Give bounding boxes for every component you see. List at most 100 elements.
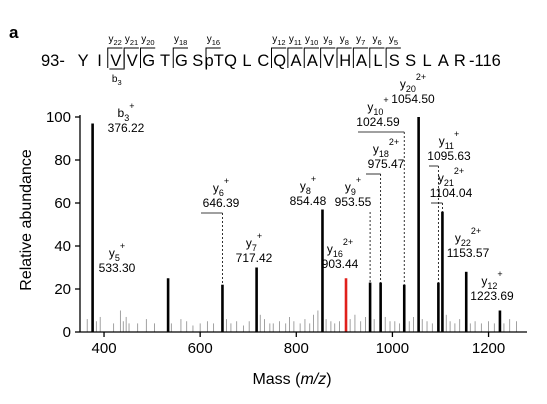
ion-label-y11: y11+ xyxy=(439,129,460,151)
y-axis-label: Relative abundance xyxy=(18,149,35,291)
ion-label-y6: y6+ xyxy=(213,176,229,198)
y-ion-bracket xyxy=(320,47,336,68)
y-ion-label: y21 xyxy=(125,34,138,47)
x-axis-label: Mass (m/z) xyxy=(252,371,331,388)
y-ion-bracket xyxy=(107,47,123,68)
y-ion-label: y7 xyxy=(356,34,365,47)
residue: Q xyxy=(273,52,286,70)
residue: A xyxy=(291,52,302,70)
y-ion-bracket xyxy=(205,47,221,68)
y-ion-label: y5 xyxy=(389,34,398,47)
ion-label-y8: y8+ xyxy=(300,174,316,196)
y-ion-bracket xyxy=(172,47,188,68)
residue: I xyxy=(97,52,102,70)
peak-mz-label: 1104.04 xyxy=(430,186,473,200)
peak-mz-label: 533.30 xyxy=(99,261,136,275)
y-ion-label: y10 xyxy=(305,34,318,47)
x-tick-label: 400 xyxy=(92,340,117,357)
x-tick-label: 800 xyxy=(284,340,309,357)
residue: L xyxy=(242,52,251,70)
peak-mz-label: 953.55 xyxy=(335,195,372,209)
y-ion-bracket xyxy=(336,47,352,68)
y-tick-label: 40 xyxy=(54,238,71,255)
minor-peaks xyxy=(86,310,517,332)
x-tick-label: 1200 xyxy=(472,340,505,357)
y-tick-label: 20 xyxy=(54,281,71,298)
y-tick-label: 0 xyxy=(63,324,71,341)
axes: 0 20 40 60 80 100 400 600 800 1000 1200 xyxy=(46,109,527,357)
panel-label: a xyxy=(9,23,19,42)
ion-label-y22: y222+ xyxy=(455,226,481,248)
peptide-prefix: 93- xyxy=(41,52,65,70)
peak-labels: b3+376.22 y5+533.30 y6+646.39 y7+717.42 y8+8… xyxy=(99,72,514,303)
peak-mz-label: 646.39 xyxy=(203,196,240,210)
b-ion-bracket xyxy=(109,50,125,70)
residue: V xyxy=(127,52,138,70)
y-ion-label: y6 xyxy=(373,34,382,47)
residue: T xyxy=(160,52,170,70)
peak-mz-label: 1024.59 xyxy=(356,115,400,129)
ion-label-y10: y10+ xyxy=(367,95,388,117)
b-ion-label: b3 xyxy=(112,74,122,87)
peptide-suffix: -116 xyxy=(469,52,501,70)
y-ion-label: y22 xyxy=(108,34,121,47)
residue: Q xyxy=(224,52,237,70)
ion-label-y5: y5+ xyxy=(109,241,125,263)
peak-mz-label: 1054.50 xyxy=(391,92,435,106)
residue: A xyxy=(438,52,449,70)
peak-mz-label: 975.47 xyxy=(368,157,405,171)
residue: C xyxy=(257,52,269,70)
y-ion-label: y11 xyxy=(289,34,302,47)
y-ion-label: y20 xyxy=(141,34,154,47)
ion-label-y21: y212+ xyxy=(438,166,464,188)
residue: L xyxy=(373,52,382,70)
peak-mz-label: 1095.63 xyxy=(427,149,471,163)
ion-label-y12: y12+ xyxy=(481,269,502,291)
peak-mz-label: 1153.57 xyxy=(447,246,490,260)
ion-label-y16: y162+ xyxy=(327,237,353,259)
y-ion-label: y16 xyxy=(207,34,220,47)
residue: V xyxy=(323,52,334,70)
y-ion-bracket xyxy=(140,47,156,68)
residue: R xyxy=(454,52,466,70)
y-ion-label: y9 xyxy=(323,34,332,47)
residue: S xyxy=(192,52,203,70)
residue: S xyxy=(405,52,416,70)
annotated-peaks xyxy=(91,117,502,332)
residue: G xyxy=(142,52,155,70)
y-ion-bracket xyxy=(271,47,287,68)
residue: pT xyxy=(205,52,224,70)
residue: L xyxy=(422,52,431,70)
peak-mz-label: 903.44 xyxy=(322,257,359,271)
peak-mz-label: 717.42 xyxy=(236,251,273,265)
ion-label-b3: b3+ xyxy=(118,101,135,123)
y-ion-label: y8 xyxy=(340,34,349,47)
peak-mz-label: 854.48 xyxy=(290,194,327,208)
y-ion-label: y18 xyxy=(174,34,187,47)
y-tick-label: 100 xyxy=(46,109,71,126)
peak-mz-label: 376.22 xyxy=(108,121,145,135)
y-ion-label: y12 xyxy=(272,34,285,47)
y-ion-bracket xyxy=(385,47,401,68)
residue: Y xyxy=(78,52,89,70)
ion-label-y18: y182+ xyxy=(373,137,399,159)
y-ion-bracket xyxy=(369,47,385,68)
spectrum-plot: b3+376.22y5+533.30y6+646.39y7+717.42y8+8… xyxy=(46,72,527,357)
residue: G xyxy=(175,52,188,70)
x-tick-label: 1000 xyxy=(376,340,409,357)
ion-label-y20: y202+ xyxy=(400,72,426,94)
y-ion-bracket xyxy=(352,47,369,68)
y-tick-label: 80 xyxy=(54,152,71,169)
x-tick-label: 600 xyxy=(188,340,213,357)
residue: H xyxy=(339,52,351,70)
ion-label-y9: y9+ xyxy=(345,175,361,197)
y-tick-label: 60 xyxy=(54,195,71,212)
ion-label-y7: y7+ xyxy=(246,231,262,253)
peak-mz-label: 1223.69 xyxy=(470,289,514,303)
y-ion-bracket xyxy=(287,47,303,68)
residue: V xyxy=(110,52,121,70)
residue: A xyxy=(307,52,318,70)
residue: S xyxy=(389,52,400,70)
